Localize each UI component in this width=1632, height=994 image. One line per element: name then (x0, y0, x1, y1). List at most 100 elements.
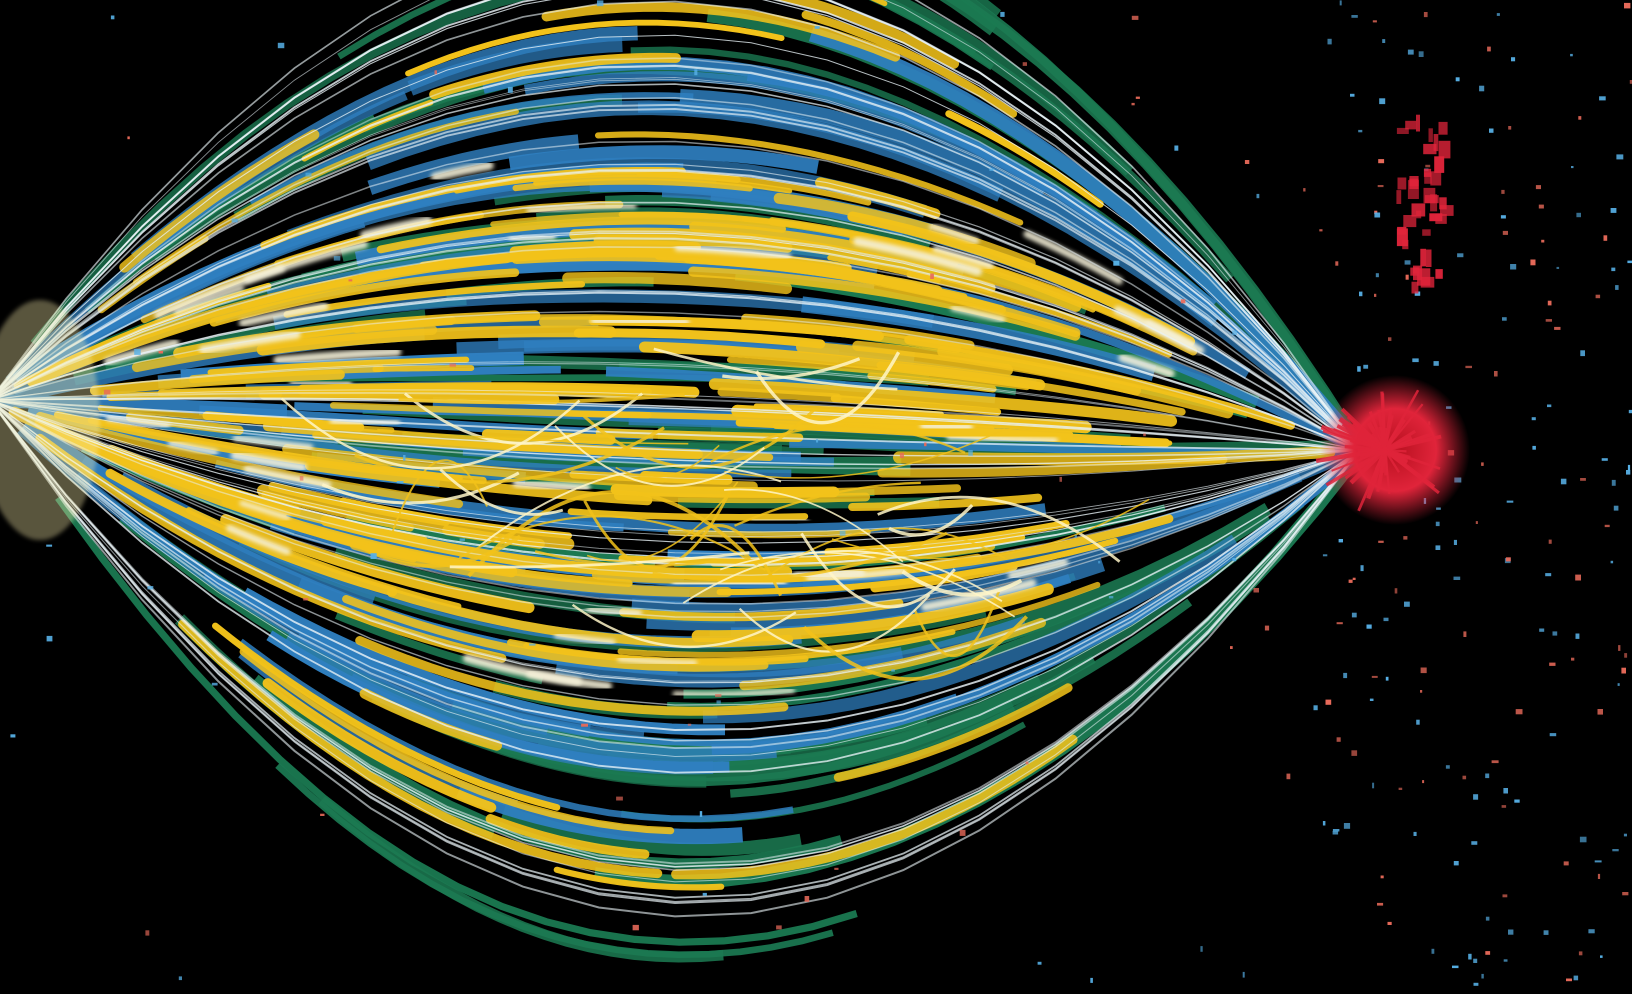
speckle-dot (1621, 667, 1626, 674)
speckle-dot (147, 586, 154, 590)
speckle-dot (1404, 601, 1410, 607)
speckle-dot (1548, 539, 1552, 544)
speckle-dot (616, 796, 623, 801)
speckle-dot (702, 892, 707, 896)
yellow-fiber (801, 10, 1018, 118)
speckle-dot (597, 0, 604, 7)
speckle-dot (891, 669, 895, 672)
speckle-dot (1624, 2, 1631, 9)
speckle-dot (1575, 574, 1581, 581)
microtubule-line (0, 0, 1361, 451)
microtubule-line (0, 163, 1361, 451)
speckle-dot (699, 811, 703, 817)
microtubule-line (0, 400, 1361, 466)
red-smear (1405, 120, 1417, 130)
microtubule-line (0, 403, 1361, 559)
speckle-dot (1610, 208, 1617, 213)
speckle-dot (1580, 478, 1586, 481)
speckle-dot (1232, 330, 1237, 335)
yellow-fiber (376, 216, 786, 254)
highlight-fiber (950, 305, 1006, 323)
speckle-dot (1496, 13, 1500, 16)
highlight-fiber (105, 414, 171, 430)
speckle-dot (1418, 51, 1424, 57)
left-pole-glow (0, 300, 100, 540)
central-curl-fiber (377, 428, 689, 445)
speckle-dot (1325, 699, 1332, 705)
pole-ray (1341, 423, 1386, 452)
red-smear (1424, 172, 1432, 184)
speckle-dot (1380, 875, 1384, 879)
speckle-dot (1503, 788, 1508, 794)
red-smear (1438, 121, 1448, 135)
yellow-fiber (359, 688, 503, 751)
speckle-dot (1242, 971, 1245, 978)
microtubule-line (0, 406, 1361, 684)
speckle-dot (1622, 892, 1629, 896)
microtubule-line (0, 291, 1361, 451)
highlight-fiber (1118, 353, 1175, 378)
yellow-fiber (304, 460, 653, 506)
yellow-fiber (691, 583, 1054, 643)
speckle-dot (231, 218, 238, 223)
microtubule-line (0, 108, 1361, 451)
pole-ray (1378, 426, 1387, 451)
speckle-dot (1491, 760, 1499, 764)
speckle-dot (1603, 235, 1608, 241)
speckle-dot (1405, 274, 1409, 280)
yellow-fiber (562, 271, 793, 295)
microtubule-line (0, 404, 1361, 605)
yellow-fiber (937, 345, 1234, 419)
blue-fiber (702, 534, 1239, 724)
speckle-dot (1253, 588, 1259, 593)
speckle-dot (1475, 521, 1478, 524)
microtubule-line (0, 64, 1361, 451)
green-fiber (605, 194, 932, 251)
highlight-fiber (853, 237, 983, 276)
yellow-fiber (490, 211, 963, 263)
speckle-dot (1113, 260, 1120, 266)
speckle-dot (930, 273, 934, 279)
central-curl-fiber (754, 351, 901, 425)
speckle-dot (715, 694, 722, 698)
speckle-dot (1322, 821, 1326, 826)
microtubule-line (0, 407, 1361, 731)
microtubule-line (0, 78, 1361, 451)
highlight-fiber (243, 465, 332, 489)
central-curl-fiber (439, 468, 564, 516)
speckle-dot (396, 481, 404, 484)
speckle-dot (1022, 62, 1027, 66)
speckle-dot (1369, 698, 1374, 701)
central-curl-fiber (478, 464, 782, 548)
speckle-dot (1612, 849, 1619, 852)
highlight-fiber (243, 241, 369, 284)
yellow-fiber (209, 268, 520, 327)
central-curl-fiber (390, 459, 489, 535)
central-curl-fiber (354, 426, 665, 484)
yellow-fiber (541, 2, 901, 62)
speckle-dot (1090, 977, 1093, 983)
yellow-fiber (349, 539, 733, 598)
highlight-fiber (932, 245, 994, 269)
speckle-dot (1174, 145, 1179, 151)
highlight-fiber (929, 223, 980, 244)
speckle-dot (1350, 93, 1355, 97)
yellow-fiber (453, 170, 741, 194)
scatter-speckle-layer (10, 0, 1632, 986)
speckle-dot (1394, 588, 1398, 594)
microtubule-line (0, 410, 1361, 865)
highlight-fiber (585, 605, 643, 617)
yellow-fiber (573, 328, 826, 349)
speckle-dot (1348, 579, 1353, 583)
speckle-dot (1613, 505, 1619, 511)
highlight-fiber (508, 233, 557, 243)
yellow-fiber (735, 418, 1074, 439)
yellow-fiber (512, 178, 753, 192)
blue-fiber (808, 27, 1366, 454)
speckle-dot (1377, 902, 1384, 906)
speckle-dot (1360, 565, 1364, 572)
yellow-fiber (848, 493, 1043, 512)
yellow-fiber (355, 636, 789, 716)
highlight-fiber (430, 161, 494, 182)
speckle-dot (1588, 929, 1595, 934)
